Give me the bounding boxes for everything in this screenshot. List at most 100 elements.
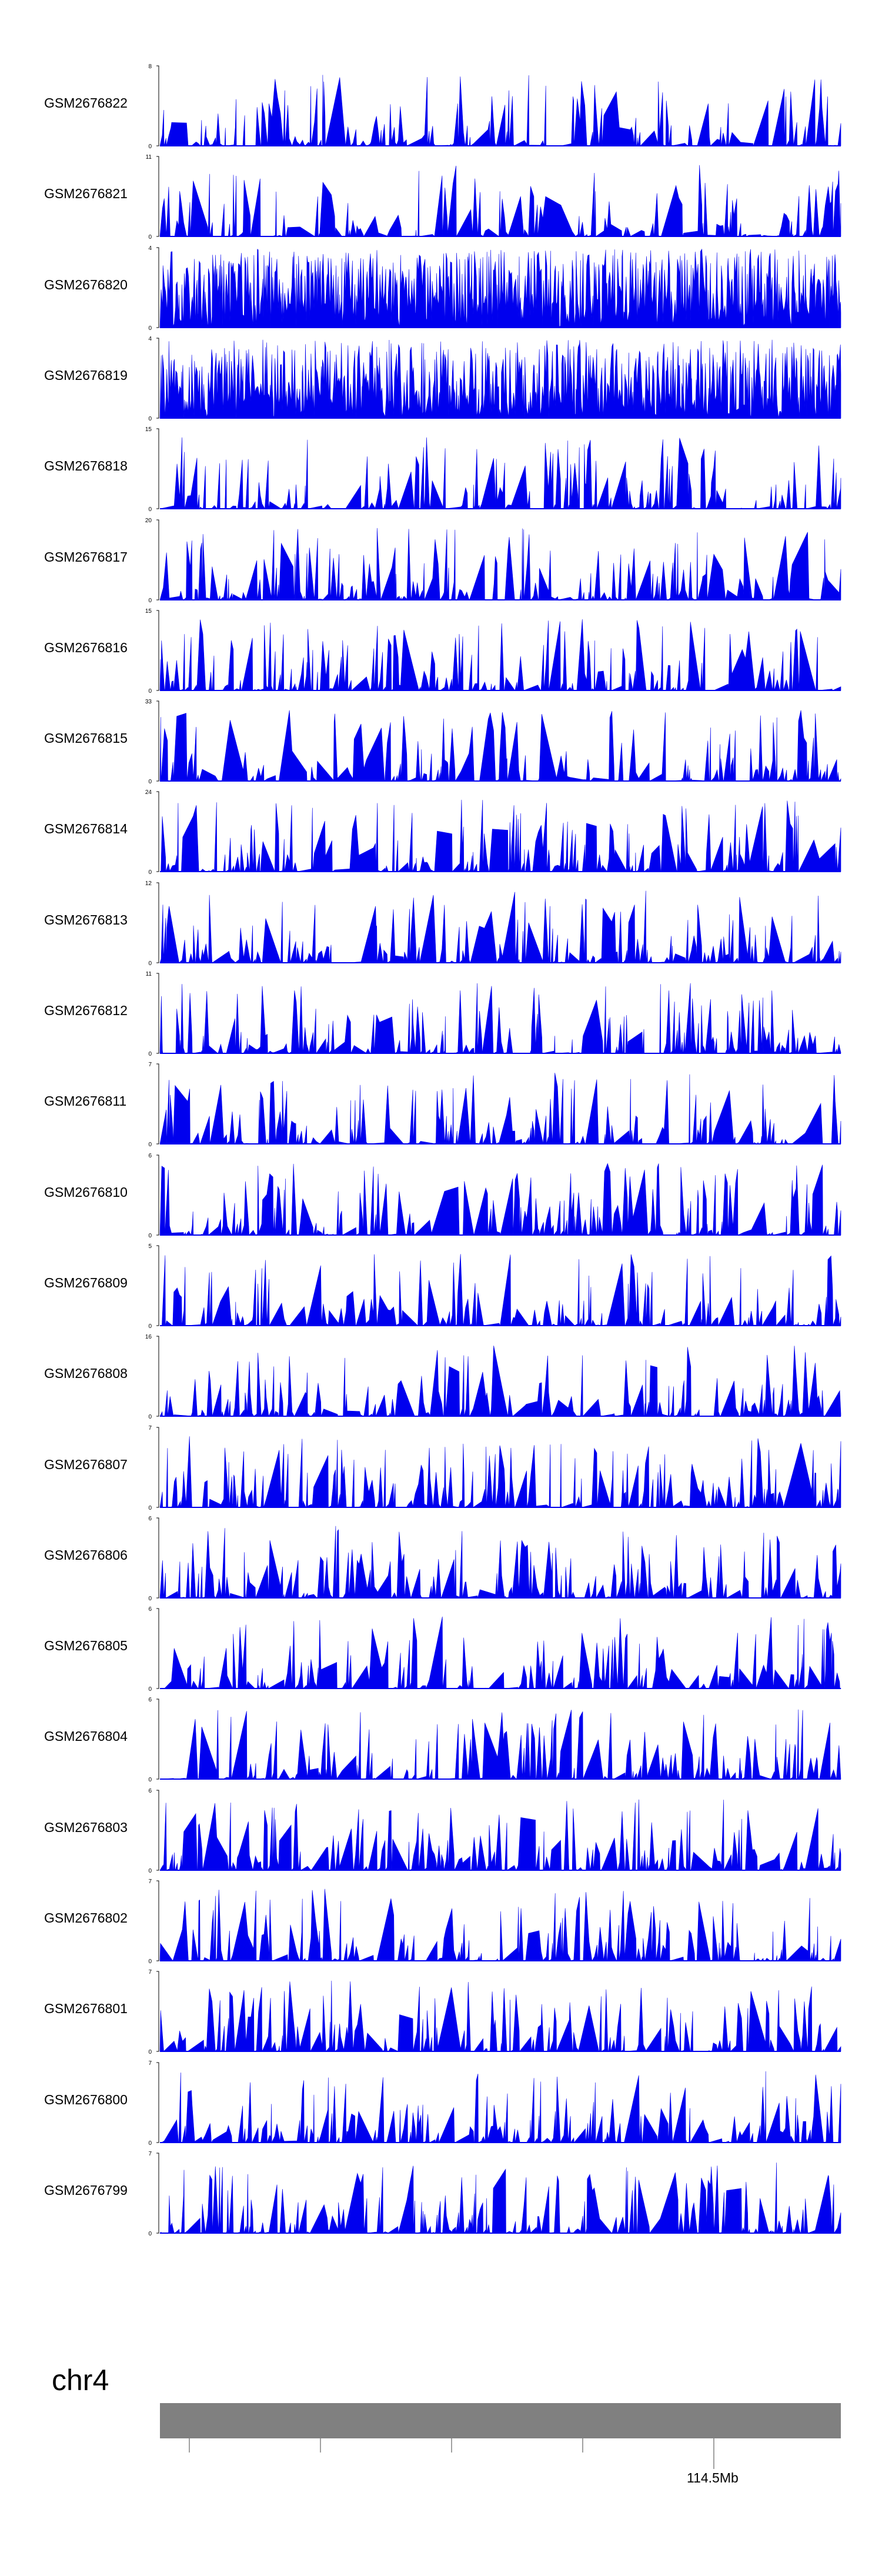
y-tick-max: 15 <box>145 426 152 433</box>
track: GSM2676812 11 0 <box>0 970 882 1061</box>
coverage-area <box>159 890 841 963</box>
track: GSM2676803 6 0 <box>0 1787 882 1878</box>
track-label: GSM2676804 <box>44 1729 128 1744</box>
track: GSM2676809 5 0 <box>0 1243 882 1333</box>
y-axis <box>156 700 159 782</box>
coverage-area <box>159 75 841 147</box>
y-tick-min: 0 <box>148 1142 152 1148</box>
y-tick-max: 11 <box>146 154 152 161</box>
y-tick-min: 0 <box>148 234 152 241</box>
track: GSM2676817 20 0 <box>0 517 882 608</box>
y-tick-max: 6 <box>148 1606 152 1613</box>
y-axis <box>156 1699 159 1780</box>
y-tick-min: 0 <box>148 1323 152 1330</box>
y-tick-max: 6 <box>148 1788 152 1794</box>
track: GSM2676816 15 0 <box>0 608 882 698</box>
track-label: GSM2676813 <box>44 912 128 927</box>
coverage-area <box>159 799 841 873</box>
y-tick-min: 0 <box>148 688 152 695</box>
y-tick-min: 0 <box>148 869 152 876</box>
y-axis <box>156 1427 159 1508</box>
track-plot: 60 <box>148 1606 841 1693</box>
coverage-area <box>159 1980 841 2053</box>
y-tick-min: 0 <box>148 1596 152 1602</box>
track-label: GSM2676822 <box>44 95 128 111</box>
track: GSM2676802 7 0 <box>0 1878 882 1968</box>
y-tick-min: 0 <box>148 1414 152 1420</box>
track: GSM2676806 6 0 <box>0 1515 882 1606</box>
track: GSM2676811 7 0 <box>0 1061 882 1152</box>
track: GSM2676819 4 0 <box>0 335 882 426</box>
chromosome-label: chr4 <box>52 2364 109 2397</box>
coverage-area <box>159 248 841 328</box>
track-label: GSM2676808 <box>44 1366 128 1381</box>
y-axis <box>156 1063 159 1144</box>
track: GSM2676815 33 0 <box>0 698 882 789</box>
track-label: GSM2676806 <box>44 1547 128 1563</box>
chromosome-ideogram <box>160 2403 841 2438</box>
track-label: GSM2676811 <box>44 1093 127 1109</box>
track: GSM2676814 24 0 <box>0 789 882 879</box>
track: GSM2676808 16 0 <box>0 1333 882 1424</box>
track-label: GSM2676810 <box>44 1184 128 1200</box>
y-tick-max: 5 <box>148 1243 152 1250</box>
coverage-area <box>159 1254 841 1327</box>
track-label: GSM2676803 <box>44 1820 128 1835</box>
coverage-area <box>159 1345 841 1417</box>
coverage-area <box>159 528 841 601</box>
y-axis <box>156 65 159 146</box>
track: GSM2676818 15 0 <box>0 426 882 516</box>
y-axis <box>156 2153 159 2234</box>
track-label: GSM2676799 <box>44 2183 128 2198</box>
y-axis <box>156 1154 159 1236</box>
y-tick-max: 11 <box>146 971 152 977</box>
track-plot: 60 <box>148 1516 841 1602</box>
y-tick-min: 0 <box>148 1051 152 1057</box>
track-label: GSM2676816 <box>44 640 128 655</box>
coverage-area <box>159 1888 841 1962</box>
track-label: GSM2676801 <box>44 2001 128 2016</box>
track-plot: 70 <box>148 1062 841 1148</box>
track-label: GSM2676802 <box>44 1910 128 1926</box>
track-label: GSM2676820 <box>44 277 128 292</box>
track: GSM2676820 4 0 <box>0 245 882 335</box>
track-plot: 11 0 <box>146 971 841 1057</box>
y-axis <box>156 1336 159 1417</box>
scale-label: 114.5Mb <box>687 2470 739 2485</box>
y-tick-min: 0 <box>148 416 152 422</box>
y-tick-max: 24 <box>145 789 152 796</box>
y-tick-max: 6 <box>148 1153 152 1159</box>
y-tick-min: 0 <box>148 2231 152 2237</box>
y-tick-max: 4 <box>148 245 152 252</box>
y-axis <box>156 1971 159 2052</box>
y-axis <box>156 247 159 328</box>
track-plot: 33 0 <box>145 699 841 785</box>
coverage-area <box>159 1436 841 1509</box>
y-tick-max: 16 <box>145 1334 152 1340</box>
track: GSM2676813 12 0 <box>0 880 882 970</box>
coverage-area <box>159 2163 841 2234</box>
track-label: GSM2676807 <box>44 1457 128 1472</box>
y-tick-max: 6 <box>148 1516 152 1522</box>
y-tick-min: 0 <box>148 1233 152 1239</box>
y-tick-min: 0 <box>148 1868 152 1874</box>
coverage-area <box>159 1163 841 1236</box>
y-axis <box>156 1517 159 1599</box>
y-tick-min: 0 <box>148 2049 152 2056</box>
track-label: GSM2676817 <box>44 549 128 565</box>
coverage-area <box>159 1799 841 1871</box>
track: GSM2676822 8 0 <box>0 63 882 154</box>
track: GSM2676800 7 0 <box>0 2060 882 2150</box>
y-axis <box>156 2062 159 2143</box>
y-axis <box>156 882 159 963</box>
track: GSM2676801 7 0 <box>0 1968 882 2059</box>
track-plot: 80 <box>148 64 841 150</box>
track-plot: 24 0 <box>145 789 841 876</box>
track-plot: 11 0 <box>146 154 841 241</box>
y-axis <box>156 519 159 600</box>
track-plot: 40 <box>148 336 841 422</box>
y-tick-min: 0 <box>148 506 152 513</box>
y-tick-max: 20 <box>145 518 152 524</box>
track: GSM2676807 7 0 <box>0 1424 882 1515</box>
